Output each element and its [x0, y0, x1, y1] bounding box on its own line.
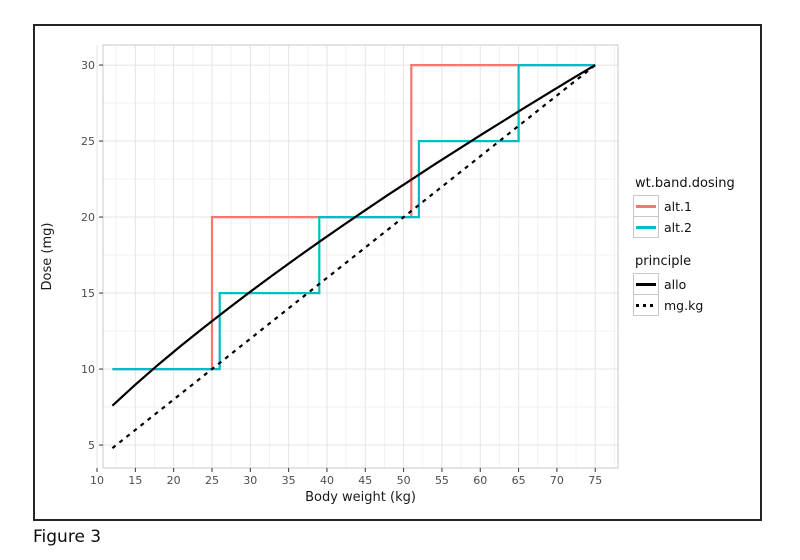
y-tick-label: 5 — [88, 439, 95, 452]
legend-entry-label: allo — [664, 277, 687, 292]
legend-key-swatch — [633, 216, 659, 238]
x-tick-label: 40 — [320, 474, 334, 487]
legend-entry-alt.1: alt.1 — [633, 195, 758, 217]
x-tick-label: 25 — [205, 474, 219, 487]
x-tick-label: 20 — [167, 474, 181, 487]
legend-key-swatch — [633, 294, 659, 316]
figure-border: 10 15 20 25 30 35 40 45 50 55 60 65 70 75 5 10 15 20 25 30 B… — [33, 24, 762, 521]
x-tick-label: 50 — [397, 474, 411, 487]
x-tick-label: 60 — [473, 474, 487, 487]
chart-svg: 10 15 20 25 30 35 40 45 50 55 60 65 70 75 5 10 15 20 25 30 B… — [40, 44, 619, 505]
chart-legend: wt.band.dosing alt.1 alt.2 principle allo mg.… — [633, 176, 758, 316]
figure-caption: Figure 3 — [33, 527, 102, 547]
series-alt.2-line — [112, 63, 596, 371]
series-mg.kg-line — [111, 64, 596, 449]
legend-group-wt.band.dosing: wt.band.dosing alt.1 alt.2 — [633, 176, 758, 238]
dashed-line-icon — [636, 303, 656, 307]
x-tick-label: 35 — [282, 474, 296, 487]
y-axis-title: Dose (mg) — [40, 223, 55, 291]
x-tick-label: 65 — [512, 474, 526, 487]
legend-group-principle: principle allo mg.kg — [633, 254, 758, 316]
x-tick-label: 15 — [128, 474, 142, 487]
solid-line-icon — [636, 225, 656, 229]
x-tick-label: 30 — [243, 474, 257, 487]
panel-border — [102, 44, 619, 469]
series-allo-line — [111, 64, 596, 407]
legend-entry-label: mg.kg — [664, 298, 704, 313]
solid-line-icon — [636, 282, 656, 286]
legend-entry-alt.2: alt.2 — [633, 216, 758, 238]
y-tick-label: 25 — [81, 135, 95, 148]
legend-group-title: wt.band.dosing — [635, 176, 735, 191]
x-tick-label: 70 — [550, 474, 564, 487]
legend-group-title: principle — [635, 254, 692, 269]
x-tick-label: 55 — [435, 474, 449, 487]
legend-key-swatch — [633, 273, 659, 295]
legend-entry-mg.kg: mg.kg — [633, 294, 758, 316]
x-tick-label: 45 — [358, 474, 372, 487]
legend-entry-label: alt.2 — [664, 220, 692, 235]
legend-key-swatch — [633, 195, 659, 217]
legend-entry-label: alt.1 — [664, 199, 692, 214]
x-tick-label: 75 — [588, 474, 602, 487]
y-tick-label: 20 — [81, 211, 95, 224]
x-tick-label: 10 — [90, 474, 104, 487]
legend-entry-allo: allo — [633, 273, 758, 295]
y-tick-label: 10 — [81, 363, 95, 376]
x-axis-title: Body weight (kg) — [305, 490, 416, 505]
y-tick-label: 15 — [81, 287, 95, 300]
y-tick-label: 30 — [81, 59, 95, 72]
solid-line-icon — [636, 204, 656, 208]
plot-panel — [103, 45, 618, 468]
